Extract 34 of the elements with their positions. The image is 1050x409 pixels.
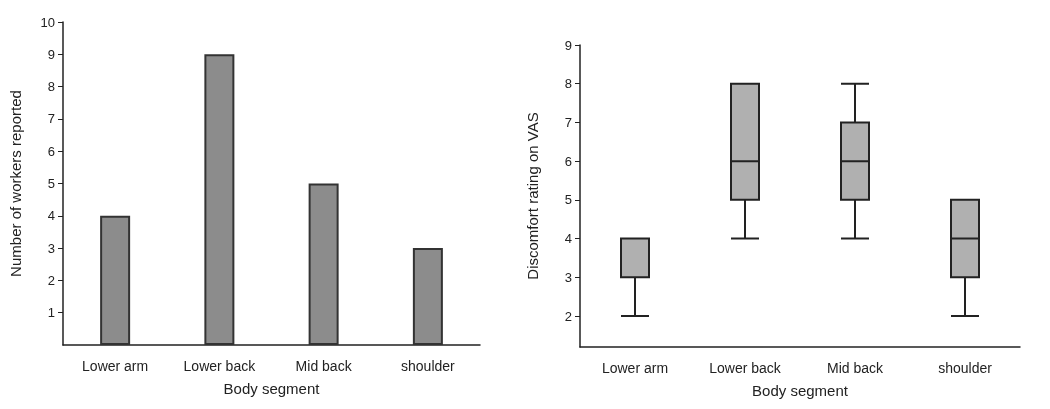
y-tick-label: 7 [564, 114, 572, 130]
bar [308, 183, 339, 345]
y-tick-label: 1 [47, 305, 55, 321]
y-tick-label: 5 [564, 192, 572, 208]
y-axis-title: Discomfort rating on VAS [524, 112, 541, 280]
y-tick-label: 9 [564, 37, 572, 53]
x-tick-label: Mid back [826, 360, 884, 376]
y-tick-label: 10 [40, 14, 55, 30]
x-tick-label: shoulder [938, 360, 993, 376]
y-tick-label: 3 [564, 269, 572, 285]
y-tick-label: 6 [47, 143, 55, 159]
bar [204, 54, 235, 345]
x-tick-label: Mid back [295, 358, 353, 374]
y-tick-label: 8 [564, 76, 572, 92]
x-tick-label: shoulder [401, 358, 456, 374]
y-tick-label: 3 [47, 240, 55, 256]
y-tick-label: 4 [47, 208, 55, 224]
y-tick-label: 7 [47, 111, 55, 127]
y-tick-label: 9 [47, 46, 55, 62]
y-tick-label: 5 [47, 176, 55, 191]
y-tick-label: 8 [47, 79, 55, 95]
y-tick-label: 4 [564, 231, 572, 247]
y-tick-label: 6 [564, 153, 572, 169]
x-axis-title: Body segment [223, 380, 321, 397]
y-tick-label: 2 [47, 272, 55, 288]
x-axis-title: Body segment [752, 382, 849, 399]
y-axis-title: Number of workers reported [7, 90, 24, 277]
bar [100, 215, 131, 345]
bar [412, 248, 443, 345]
x-tick-label: Lower arm [82, 358, 149, 374]
x-tick-label: Lower back [183, 358, 257, 374]
y-tick-label: 2 [564, 308, 572, 324]
x-tick-label: Lower back [709, 360, 782, 376]
x-tick-label: Lower arm [601, 360, 669, 376]
